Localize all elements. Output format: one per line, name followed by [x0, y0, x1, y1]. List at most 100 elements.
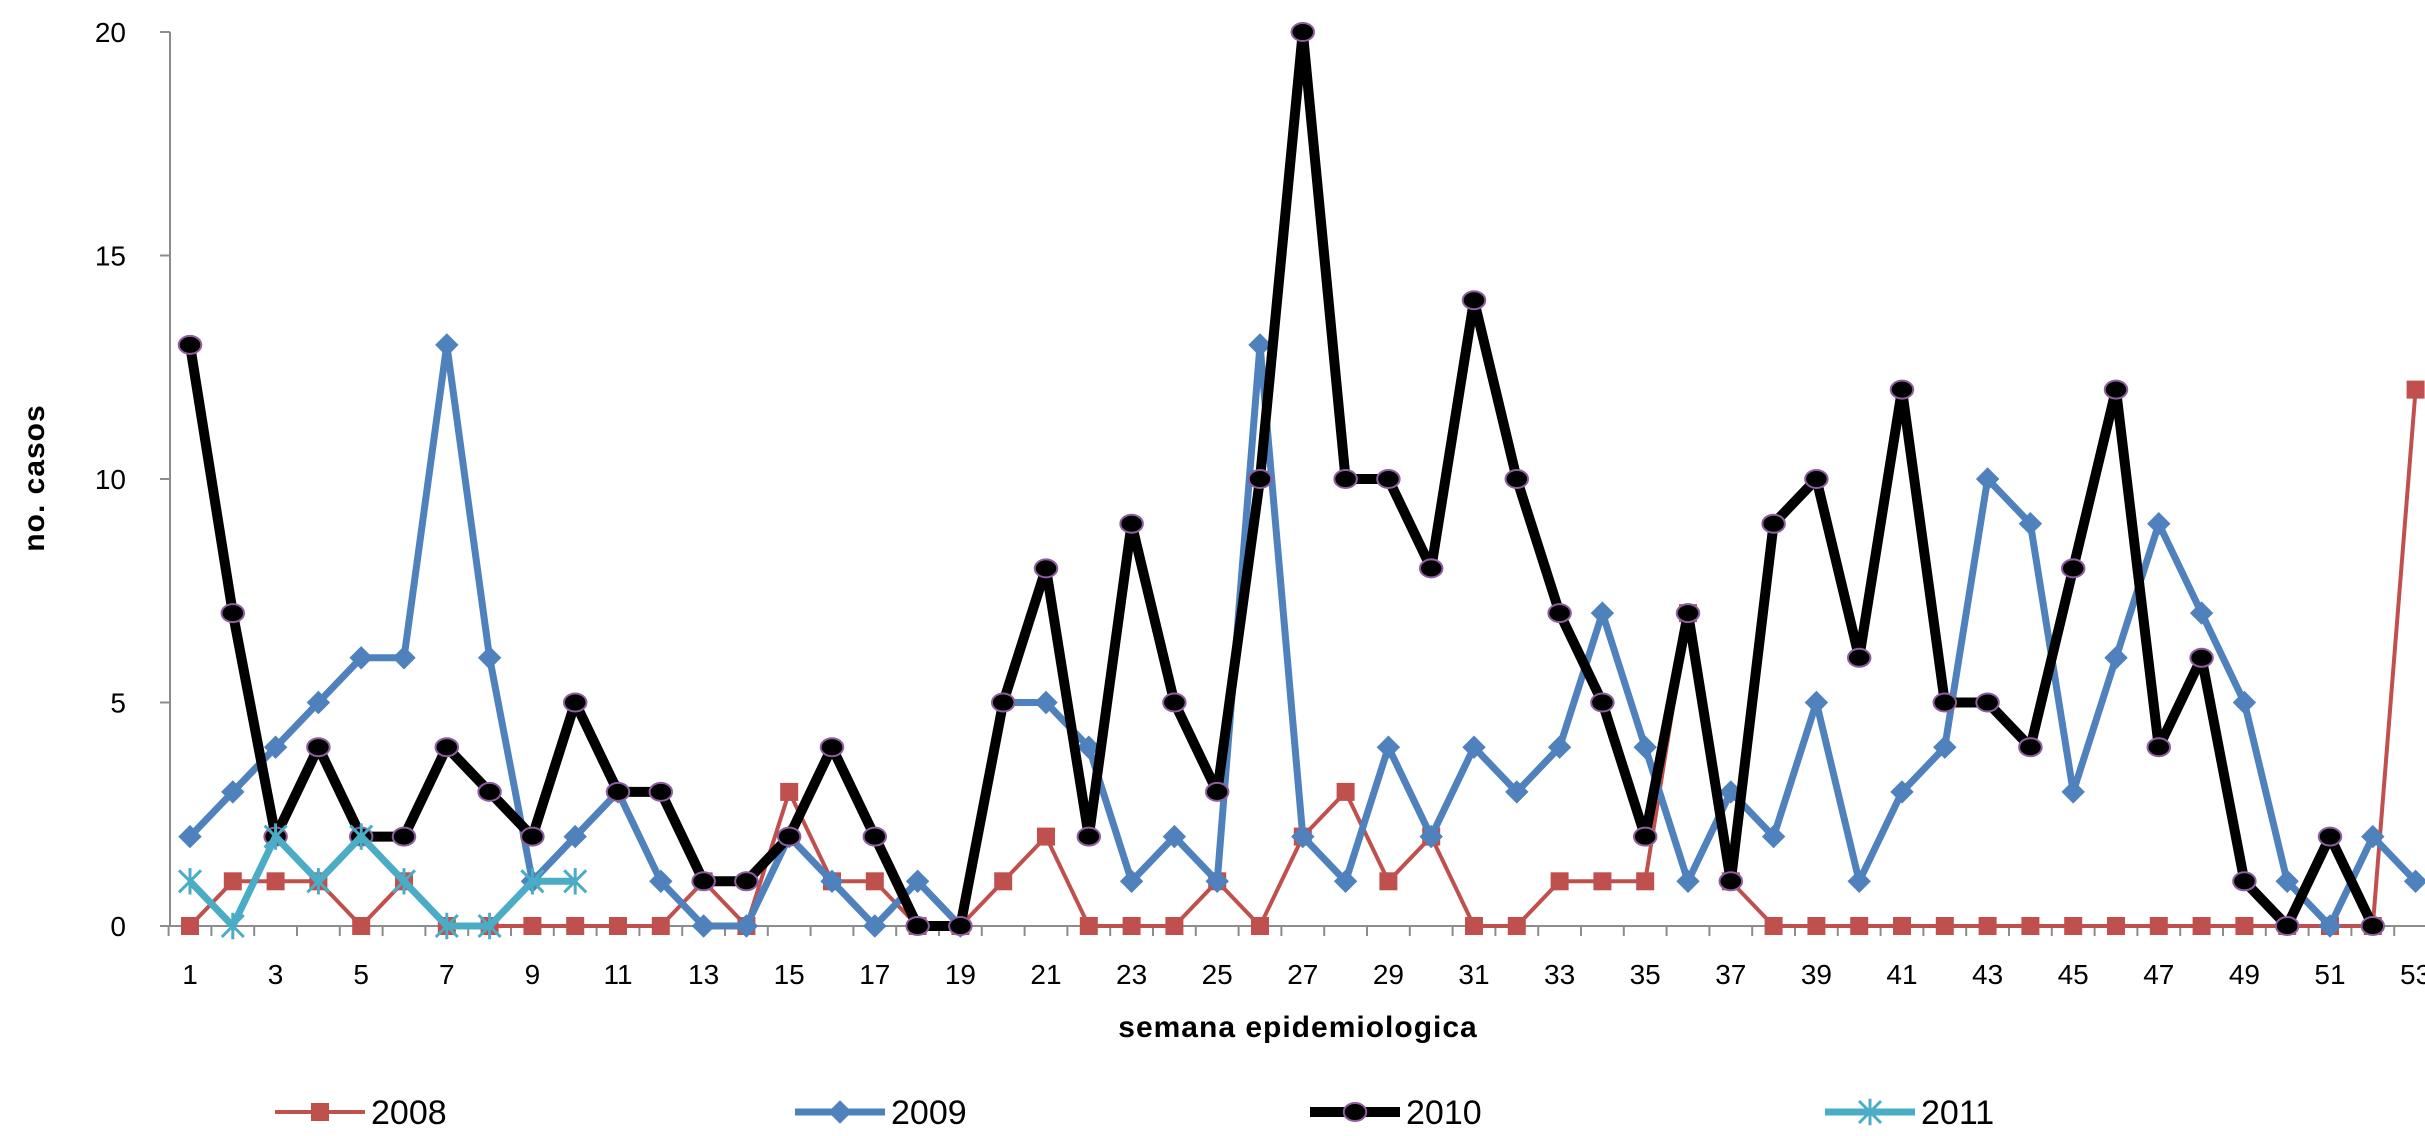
x-tick-label: 11 [603, 959, 632, 990]
data-point [1761, 513, 1786, 534]
data-point [2061, 780, 2085, 804]
data-point [2189, 647, 2214, 668]
x-tick-label: 29 [1373, 959, 1404, 990]
data-point [1079, 917, 1098, 935]
legend-swatch-marker [828, 1100, 852, 1124]
data-point [1376, 735, 1401, 759]
data-point [990, 692, 1016, 713]
data-point [2103, 379, 2129, 400]
data-point [905, 869, 930, 893]
data-point [780, 782, 799, 801]
data-point [520, 868, 545, 895]
data-point [2360, 916, 2386, 936]
x-tick-label: 47 [2143, 959, 2174, 990]
data-point [1205, 869, 1229, 893]
x-tick-label: 23 [1116, 959, 1147, 990]
data-point [1547, 603, 1572, 624]
data-point [2146, 737, 2172, 758]
data-point [1333, 869, 1358, 893]
legend-label: 2008 [371, 1094, 447, 1132]
data-point [1933, 735, 1957, 759]
data-point [306, 737, 331, 758]
data-point [562, 692, 588, 713]
data-point [2060, 558, 2086, 579]
data-point [1636, 872, 1655, 891]
data-point [220, 603, 246, 624]
x-tick-label: 35 [1630, 959, 1661, 990]
data-point [306, 868, 331, 895]
y-axis: 0 5 10 15 20 [95, 17, 171, 942]
data-point [2149, 917, 2168, 935]
data-point [2189, 601, 2214, 625]
x-tick-label: 25 [1202, 959, 1233, 990]
data-point [1633, 735, 1657, 759]
data-point [2021, 917, 2040, 935]
data-point [563, 868, 588, 895]
data-point [1889, 379, 1915, 400]
data-point [1461, 290, 1487, 311]
data-point [566, 917, 585, 935]
data-point [1418, 558, 1444, 579]
data-point [1291, 824, 1315, 849]
data-point [1807, 917, 1826, 935]
data-point [392, 646, 416, 670]
x-tick-label: 31 [1458, 959, 1489, 990]
data-point [181, 917, 199, 935]
data-point [1975, 692, 2000, 713]
legend: 2008 2009 2010 2011 [275, 1094, 1994, 1132]
x-tick-label: 15 [774, 959, 805, 990]
data-point [477, 781, 502, 802]
y-tick-label: 20 [95, 17, 126, 48]
data-point [2232, 871, 2257, 892]
data-point [1119, 513, 1144, 534]
x-tick-label: 45 [2058, 959, 2089, 990]
data-point [1804, 690, 1829, 715]
data-point [434, 912, 459, 940]
x-tick-label: 41 [1886, 959, 1917, 990]
data-point [563, 824, 587, 849]
data-point [1290, 22, 1316, 42]
x-tick-label: 9 [525, 959, 541, 990]
data-point [435, 333, 459, 357]
data-point [776, 826, 802, 847]
data-point [819, 737, 845, 758]
data-point [1033, 558, 1059, 579]
data-point [1761, 824, 1786, 849]
data-point [1675, 603, 1701, 624]
data-point [2104, 646, 2128, 670]
data-point [1590, 692, 1615, 713]
data-point [1162, 692, 1187, 713]
data-point [2235, 917, 2254, 935]
data-point [434, 737, 460, 758]
data-point [477, 646, 502, 670]
x-axis-title: semana epidemiologica [1118, 1011, 1477, 1044]
data-point [1590, 601, 1615, 625]
data-point [2018, 512, 2043, 536]
data-point [1507, 917, 1526, 935]
data-point [691, 871, 716, 892]
data-point [609, 917, 627, 935]
data-point [865, 872, 884, 891]
data-point [1890, 780, 1914, 804]
data-point [1379, 872, 1398, 891]
data-point [1593, 872, 1612, 891]
data-point [1547, 735, 1572, 759]
data-point [1077, 735, 1101, 759]
data-point [734, 871, 759, 892]
data-point [1932, 692, 1958, 713]
legend-item-2010: 2010 [1310, 1094, 1482, 1132]
x-tick-label: 39 [1801, 959, 1832, 990]
data-point [1764, 917, 1783, 935]
series-layer [177, 22, 2425, 940]
y-tick-label: 15 [95, 241, 126, 272]
data-point [352, 917, 371, 935]
x-tick-label: 13 [688, 959, 719, 990]
data-point [221, 780, 245, 804]
y-axis-title: no. casos [18, 404, 51, 551]
x-tick-label: 37 [1715, 959, 1746, 990]
x-tick-label: 3 [268, 959, 284, 990]
legend-swatch-marker [1342, 1102, 1368, 1122]
x-tick-label: 27 [1287, 959, 1318, 990]
x-tick-label: 49 [2229, 959, 2260, 990]
